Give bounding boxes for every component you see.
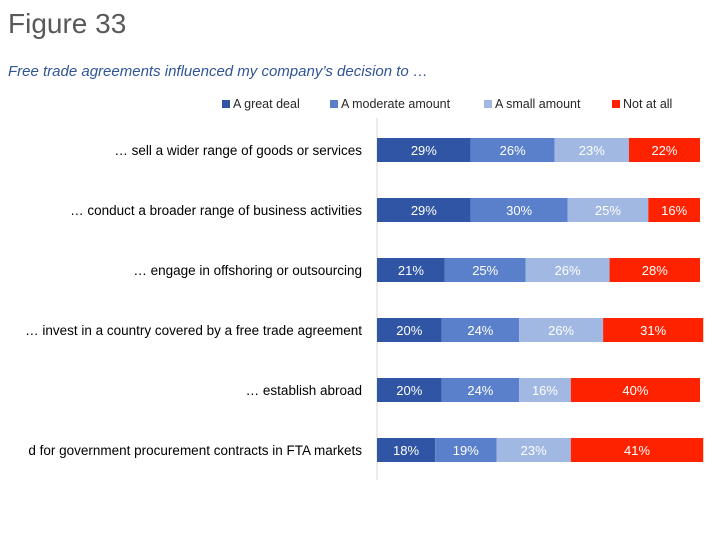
data-label: 30%	[506, 203, 532, 218]
data-label: 20%	[396, 383, 422, 398]
data-label: 23%	[579, 143, 605, 158]
bar-segment	[377, 258, 445, 282]
legend-swatch	[484, 100, 492, 108]
category-label: … establish abroad	[246, 383, 362, 398]
bar-segment	[444, 258, 526, 282]
data-label: 41%	[624, 443, 650, 458]
bar-segment	[570, 438, 704, 462]
bar-segment	[377, 138, 471, 162]
data-label: 24%	[467, 323, 493, 338]
data-label: 29%	[411, 143, 437, 158]
data-label: 26%	[500, 143, 526, 158]
data-label: 20%	[396, 323, 422, 338]
data-label: 24%	[467, 383, 493, 398]
bar-segment	[377, 198, 471, 222]
bar-segment	[648, 198, 700, 222]
data-label: 31%	[640, 323, 666, 338]
category-label: … sell a wider range of goods or service…	[114, 143, 362, 158]
category-label: … invest in a country covered by a free …	[25, 323, 362, 338]
chart-title: Free trade agreements influenced my comp…	[8, 63, 428, 80]
bar-segment	[603, 318, 704, 342]
data-label: 28%	[642, 263, 668, 278]
legend-swatch	[612, 100, 620, 108]
data-label: 23%	[521, 443, 547, 458]
bar-segment	[554, 138, 629, 162]
legend-label: Not at all	[623, 97, 672, 111]
bar-segment	[525, 258, 610, 282]
bar-segment	[519, 318, 604, 342]
category-label: … conduct a broader range of business ac…	[70, 203, 362, 218]
data-label: 25%	[595, 203, 621, 218]
bar-segment	[435, 438, 497, 462]
bar-segment	[470, 138, 555, 162]
data-label: 21%	[398, 263, 424, 278]
data-label: 40%	[622, 383, 648, 398]
figure-title: Figure 33	[8, 8, 127, 39]
bar-segment	[609, 258, 700, 282]
data-label: 22%	[651, 143, 677, 158]
bar-segment	[441, 378, 520, 402]
bar-segment	[628, 138, 700, 162]
bar-segment	[496, 438, 571, 462]
legend-swatch	[222, 100, 230, 108]
data-label: 26%	[555, 263, 581, 278]
bar-segment	[377, 318, 442, 342]
bar-segment	[567, 198, 649, 222]
bar-segment	[377, 378, 442, 402]
bar-segment	[570, 378, 700, 402]
category-label: d for government procurement contracts i…	[28, 443, 362, 458]
category-label: … engage in offshoring or outsourcing	[133, 263, 362, 278]
data-label: 16%	[661, 203, 687, 218]
data-label: 16%	[532, 383, 558, 398]
data-label: 25%	[472, 263, 498, 278]
legend-swatch	[330, 100, 338, 108]
data-label: 26%	[548, 323, 574, 338]
bar-segment	[470, 198, 568, 222]
data-label: 19%	[453, 443, 479, 458]
bar-segment	[441, 318, 520, 342]
legend-label: A great deal	[233, 97, 300, 111]
data-label: 18%	[393, 443, 419, 458]
legend-label: A small amount	[495, 97, 581, 111]
bar-segment	[519, 378, 571, 402]
data-label: 29%	[411, 203, 437, 218]
legend-label: A moderate amount	[341, 97, 451, 111]
bar-segment	[377, 438, 436, 462]
